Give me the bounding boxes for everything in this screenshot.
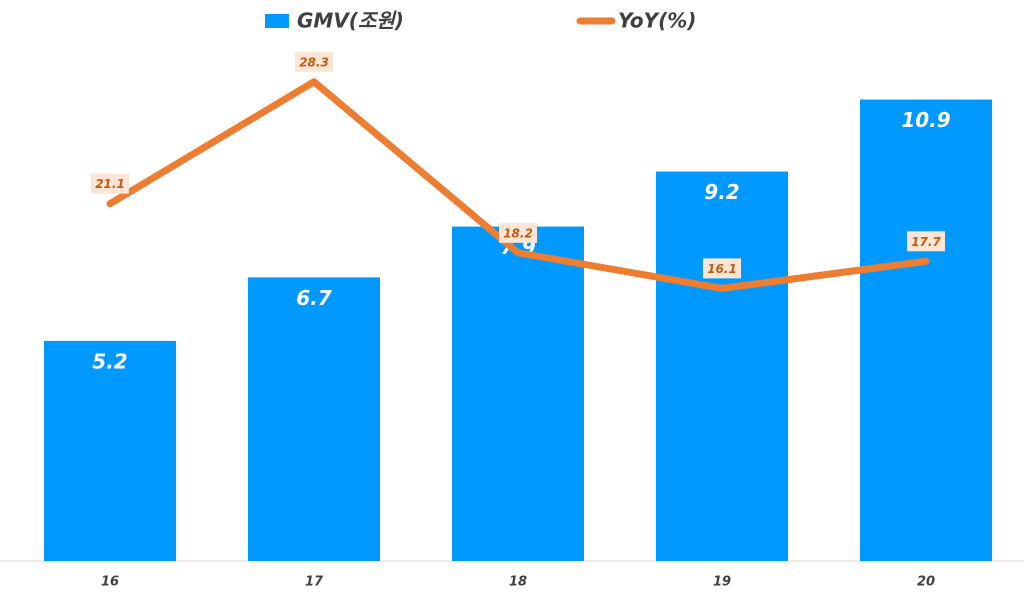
x-tick-label: 16 <box>101 575 119 590</box>
line-value-label: 17.7 <box>911 235 941 249</box>
line-value-label: 16.1 <box>707 262 737 276</box>
x-tick-label: 17 <box>305 575 324 590</box>
legend-label: YoY(%) <box>618 9 696 33</box>
bar-value-label: 9.2 <box>704 180 739 204</box>
bar-value-label: 5.2 <box>92 349 127 373</box>
bar <box>656 171 788 562</box>
line-value-label: 18.2 <box>503 226 533 240</box>
legend-swatch <box>265 14 289 28</box>
x-tick-label: 20 <box>917 575 935 590</box>
data-label-box <box>295 51 333 72</box>
line-value-label: 28.3 <box>299 55 329 69</box>
bar-value-label: 10.9 <box>901 108 950 132</box>
bar <box>44 340 176 561</box>
data-label-box <box>91 173 129 194</box>
line-value-label: 21.1 <box>95 177 125 191</box>
data-label-box <box>907 231 945 252</box>
x-tick-label: 18 <box>509 575 527 590</box>
legend-label: GMV(조원) <box>297 9 404 33</box>
data-label-box <box>703 258 741 279</box>
bar-value-label: 6.7 <box>296 286 332 310</box>
bar <box>248 277 380 561</box>
bar <box>860 99 992 562</box>
line <box>106 78 930 292</box>
bar <box>452 226 584 562</box>
data-label-box <box>499 222 537 243</box>
x-tick-label: 19 <box>713 575 731 590</box>
